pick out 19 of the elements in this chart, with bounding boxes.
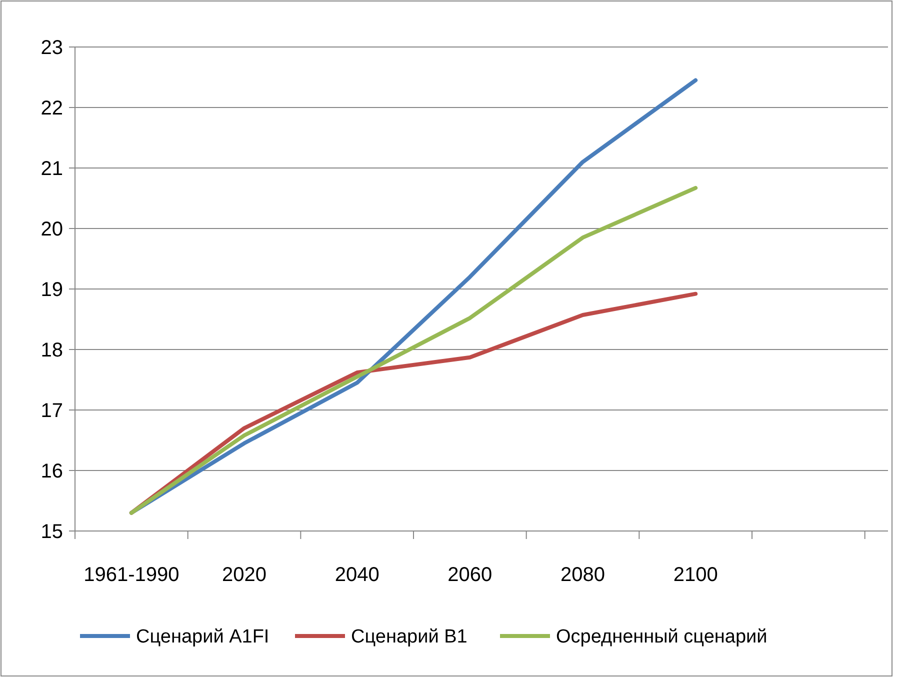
y-tick-label: 15 xyxy=(40,521,63,543)
legend-label: Осредненный сценарий xyxy=(556,626,768,648)
legend-label: Сценарий A1FI xyxy=(136,626,270,648)
y-tick-label: 23 xyxy=(40,37,63,59)
x-tick-label: 2100 xyxy=(673,564,718,586)
y-tick-label: 18 xyxy=(40,340,63,362)
x-tick-label: 2080 xyxy=(560,564,605,586)
x-tick-label: 2060 xyxy=(448,564,492,586)
y-tick-label: 21 xyxy=(40,158,63,180)
y-tick-label: 20 xyxy=(40,218,63,240)
y-tick-label: 22 xyxy=(40,98,63,120)
x-tick-label: 1961-1990 xyxy=(84,564,180,586)
y-tick-label: 19 xyxy=(40,279,63,301)
y-tick-label: 16 xyxy=(40,460,63,482)
x-tick-label: 2040 xyxy=(334,564,380,586)
y-tick-label: 17 xyxy=(40,400,63,422)
line-series xyxy=(129,186,698,515)
x-tick-label: 2020 xyxy=(222,564,266,586)
legend-label: Сценарий B1 xyxy=(351,626,468,648)
